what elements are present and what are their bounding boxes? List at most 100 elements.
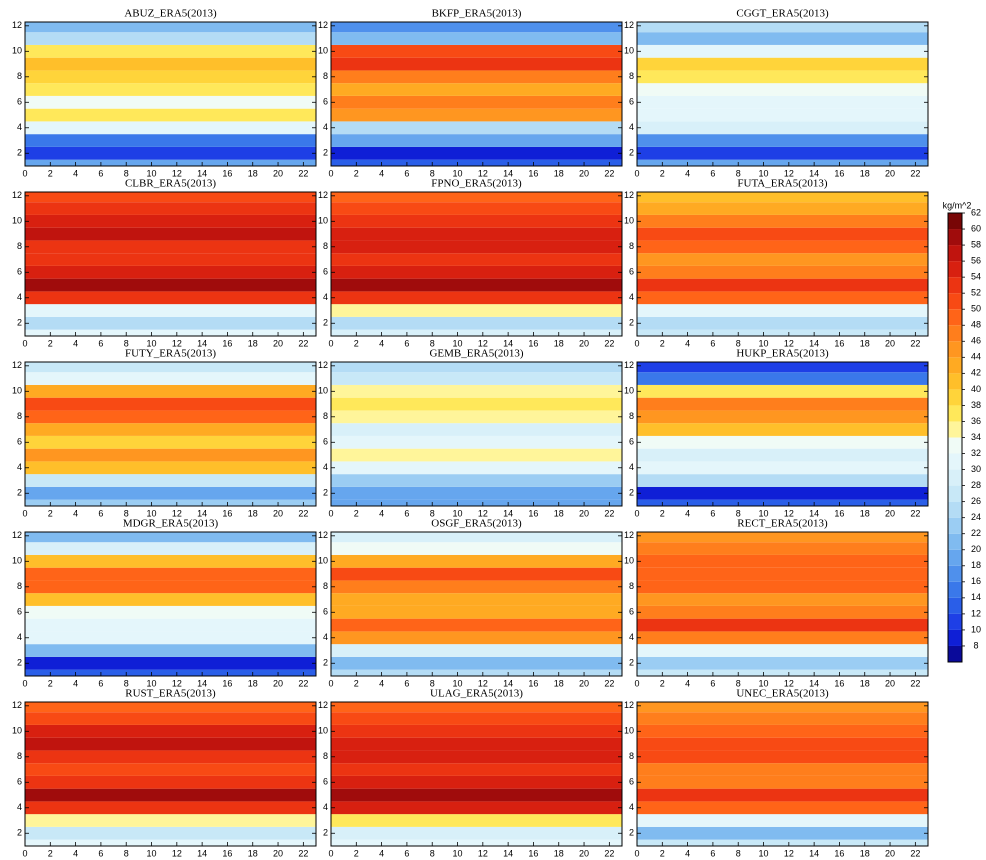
x-tick-label: 16 [528, 338, 538, 348]
colorbar-band [948, 421, 962, 438]
x-tick-label: 16 [834, 848, 844, 858]
x-tick-label: 8 [124, 848, 129, 858]
frame [24, 531, 317, 677]
band [25, 146, 316, 160]
band [331, 712, 622, 725]
y-tick-label: 10 [318, 726, 328, 736]
x-tick-label: 22 [298, 508, 308, 518]
x-tick-label: 18 [554, 678, 564, 688]
x-tick-label: 22 [910, 168, 920, 178]
y-tick-label: 4 [17, 632, 22, 642]
y-tick-label: 8 [323, 241, 328, 251]
y-tick-label: 6 [629, 437, 634, 447]
y-tick-label: 2 [629, 828, 634, 838]
band [331, 304, 622, 317]
frame [330, 191, 623, 337]
y-tick-label: 6 [323, 267, 328, 277]
band [331, 384, 622, 398]
band [331, 423, 622, 436]
colorbar-band [948, 309, 962, 326]
y-tick-label: 8 [17, 581, 22, 591]
band [637, 44, 928, 58]
y-tick-label: 12 [12, 360, 22, 370]
band [331, 567, 622, 581]
frame [636, 701, 929, 847]
x-tick-label: 0 [22, 168, 27, 178]
y-tick-label: 12 [624, 700, 634, 710]
x-tick-label: 18 [860, 508, 870, 518]
x-tick-label: 16 [528, 678, 538, 688]
y-tick-label: 12 [318, 190, 328, 200]
band [637, 775, 928, 789]
x-tick-label: 4 [73, 508, 78, 518]
y-tick-label: 6 [17, 777, 22, 787]
band [637, 814, 928, 827]
x-tick-label: 16 [528, 168, 538, 178]
band [331, 618, 622, 632]
x-tick-label: 16 [528, 848, 538, 858]
x-tick-label: 10 [147, 168, 157, 178]
band [331, 801, 622, 815]
frame [24, 191, 317, 337]
y-tick-label: 10 [318, 216, 328, 226]
plot-area [637, 532, 928, 676]
x-tick-label: 4 [73, 848, 78, 858]
x-tick-label: 12 [478, 508, 488, 518]
x-tick-label: 18 [554, 848, 564, 858]
x-tick-label: 14 [197, 848, 207, 858]
panel-title: FPNO_ERA5(2013) [431, 178, 522, 190]
x-tick-label: 6 [98, 168, 103, 178]
band [331, 644, 622, 657]
y-tick-label: 8 [17, 241, 22, 251]
x-tick-label: 12 [172, 338, 182, 348]
band [637, 134, 928, 147]
band [637, 532, 928, 543]
x-tick-label: 16 [222, 678, 232, 688]
frame [636, 531, 929, 677]
x-tick-label: 14 [503, 168, 513, 178]
x-tick-label: 8 [124, 338, 129, 348]
x-tick-label: 16 [834, 508, 844, 518]
x-tick-label: 12 [784, 168, 794, 178]
x-tick-label: 10 [453, 508, 463, 518]
band [331, 814, 622, 827]
y-tick-label: 4 [323, 462, 328, 472]
x-tick-label: 10 [453, 168, 463, 178]
x-tick-label: 22 [298, 338, 308, 348]
x-tick-label: 20 [885, 168, 895, 178]
band [637, 631, 928, 645]
x-tick-label: 2 [660, 508, 665, 518]
colorbar-band [948, 437, 962, 454]
x-tick-label: 6 [404, 678, 409, 688]
band [331, 605, 622, 619]
band [25, 159, 316, 166]
colorbar-band [948, 373, 962, 390]
colorbar-band [948, 533, 962, 550]
colorbar-band [948, 469, 962, 486]
x-tick-label: 14 [197, 168, 207, 178]
frame [24, 361, 317, 507]
x-tick-label: 0 [328, 678, 333, 688]
colorbar-tick-label: 40 [971, 384, 981, 394]
colorbar-band [948, 341, 962, 358]
x-tick-label: 10 [759, 168, 769, 178]
colorbar-band [948, 629, 962, 646]
colorbar-band [948, 597, 962, 614]
band [637, 291, 928, 305]
band [331, 265, 622, 279]
band [25, 631, 316, 645]
band [637, 712, 928, 725]
panel-title: ABUZ_ERA5(2013) [124, 8, 217, 20]
band [25, 410, 316, 424]
x-tick-label: 18 [248, 168, 258, 178]
band [331, 669, 622, 676]
y-tick-label: 2 [17, 488, 22, 498]
band [25, 763, 316, 776]
frame [24, 21, 317, 167]
colorbar-tick-label: 14 [971, 592, 981, 602]
x-tick-label: 16 [222, 848, 232, 858]
panel-title: OSGF_ERA5(2013) [431, 518, 522, 530]
band [331, 95, 622, 109]
x-tick-label: 8 [430, 508, 435, 518]
y-tick-label: 4 [629, 802, 634, 812]
